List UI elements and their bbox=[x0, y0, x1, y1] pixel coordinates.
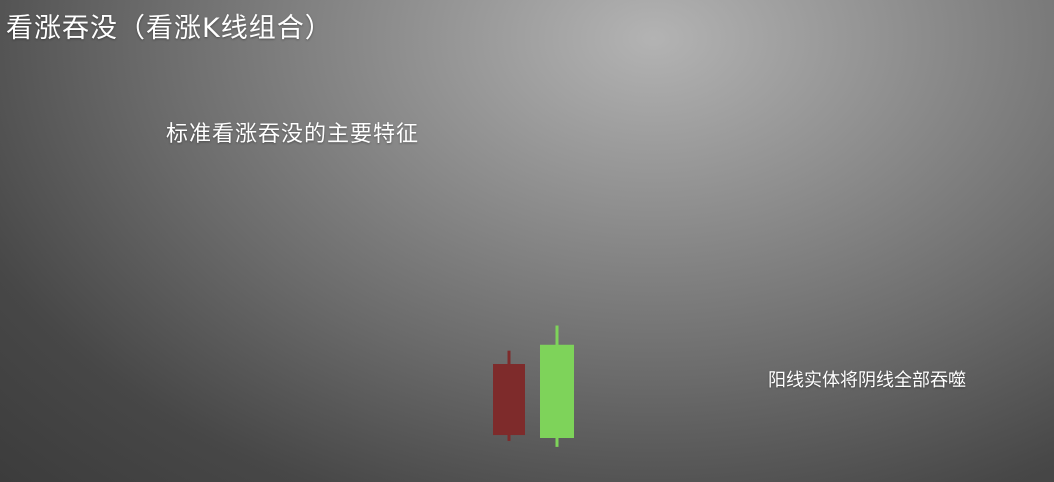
candle-bearish bbox=[493, 350, 525, 441]
slide-subtitle: 标准看涨吞没的主要特征 bbox=[166, 122, 420, 147]
slide-title: 看涨吞没（看涨K线组合） bbox=[6, 13, 333, 44]
annotation-note: 阳线实体将阴线全部吞噬 bbox=[768, 370, 966, 391]
candle-bullish-body bbox=[540, 344, 574, 438]
candle-bearish-body bbox=[493, 364, 525, 436]
candle-bullish bbox=[540, 325, 574, 447]
